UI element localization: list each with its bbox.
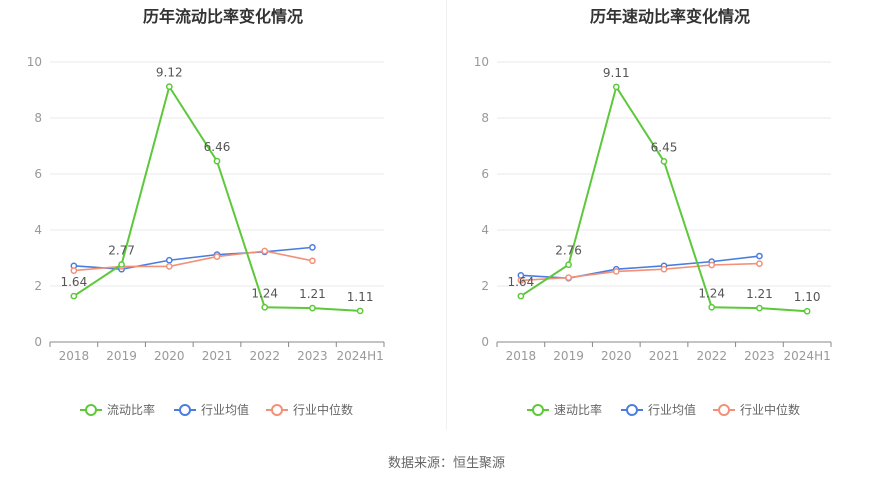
data-point	[165, 256, 173, 264]
data-label: 1.21	[299, 287, 326, 301]
y-tick-label: 0	[34, 335, 42, 349]
x-tick-label: 2022	[696, 349, 727, 363]
data-point	[70, 292, 78, 300]
data-label: 6.45	[651, 140, 678, 154]
data-point	[660, 158, 668, 165]
x-tick-label: 2024H1	[784, 349, 831, 363]
y-tick-label: 4	[481, 223, 489, 237]
data-point	[213, 253, 221, 260]
data-label: 1.64	[507, 275, 534, 289]
x-tick-label: 2018	[506, 349, 537, 363]
series-line	[73, 250, 313, 272]
data-label: 2.76	[555, 244, 582, 258]
current-ratio-chart: 历年流动比率变化情况 0 2 4 6 8 10 2018 2019 2020 2021 2022 20…	[0, 0, 446, 430]
legend-label: 行业中位数	[293, 402, 353, 417]
data-point	[356, 307, 364, 315]
legend-swatch-marker	[179, 404, 191, 416]
data-point	[756, 252, 763, 260]
y-tick-label: 4	[34, 223, 42, 237]
y-tick-label: 2	[34, 279, 42, 293]
y-tick-label: 0	[481, 335, 489, 349]
legend-label: 速动比率	[554, 402, 602, 417]
data-label: 1.10	[794, 290, 821, 304]
data-point	[565, 274, 572, 281]
data-point	[612, 83, 620, 91]
x-tick-label: 2021	[649, 349, 680, 363]
panel-divider	[446, 0, 447, 430]
x-tick-label: 2020	[601, 349, 632, 363]
data-point	[565, 261, 572, 269]
quick-ratio-plot: 0 2 4 6 8 10 2018 2019 2020 2021 2022 2023 2024H1 1.6…	[474, 55, 832, 417]
data-point	[309, 244, 316, 251]
x-tick-label: 2020	[154, 349, 185, 363]
data-label: 1.21	[746, 287, 773, 301]
data-point	[612, 268, 620, 275]
legend-label: 行业中位数	[740, 402, 800, 417]
data-point	[708, 303, 716, 311]
data-label: 1.11	[347, 290, 374, 304]
legend-swatch-marker	[718, 404, 730, 416]
x-tick-label: 2024H1	[337, 349, 384, 363]
series-line	[73, 84, 361, 312]
legend-label: 流动比率	[107, 402, 155, 417]
x-tick-label: 2023	[744, 349, 775, 363]
data-point	[309, 304, 316, 312]
legend-label: 行业均值	[201, 402, 249, 417]
data-label: 1.24	[698, 286, 725, 300]
data-label: 9.12	[156, 66, 183, 80]
data-point	[165, 83, 173, 90]
legend-swatch-marker	[532, 404, 544, 416]
y-tick-label: 10	[474, 55, 489, 69]
chart-title: 历年流动比率变化情况	[142, 7, 303, 26]
y-tick-label: 8	[481, 111, 489, 125]
data-point	[70, 267, 78, 274]
series-line	[520, 255, 760, 279]
legend-swatch-marker	[271, 404, 283, 416]
data-point	[803, 307, 811, 315]
data-label: 1.64	[60, 275, 87, 289]
x-tick-label: 2021	[202, 349, 233, 363]
data-point	[165, 263, 173, 270]
series-line	[520, 262, 760, 282]
x-tick-label: 2019	[106, 349, 137, 363]
data-point	[517, 277, 525, 284]
y-tick-label: 8	[34, 111, 42, 125]
data-point	[756, 260, 763, 267]
x-tick-label: 2018	[59, 349, 90, 363]
legend-swatch-marker	[626, 404, 638, 416]
data-label: 1.24	[251, 286, 278, 300]
y-tick-label: 10	[27, 55, 42, 69]
y-tick-label: 6	[34, 167, 42, 181]
current-ratio-plot: 0 2 4 6 8 10 2018 2019 2020 2021 2022 2023 2024H1 1.6…	[27, 55, 385, 417]
data-label: 6.46	[204, 140, 231, 154]
x-tick-label: 2022	[249, 349, 280, 363]
y-tick-label: 6	[481, 167, 489, 181]
data-point	[517, 292, 525, 300]
data-point	[261, 303, 269, 311]
data-point	[118, 261, 125, 268]
x-tick-label: 2019	[553, 349, 584, 363]
chart-title: 历年速动比率变化情况	[589, 7, 750, 26]
x-tick-label: 2023	[297, 349, 328, 363]
legend-label: 行业均值	[648, 402, 696, 417]
data-point	[708, 261, 716, 269]
data-label: 2.77	[108, 243, 135, 257]
data-point	[309, 257, 316, 265]
legend-swatch-marker	[85, 404, 97, 416]
data-point	[660, 265, 668, 273]
data-point	[756, 304, 763, 312]
y-tick-label: 2	[481, 279, 489, 293]
data-source: 数据来源：恒生聚源	[387, 456, 505, 471]
data-label: 9.11	[603, 66, 630, 80]
quick-ratio-chart: 历年速动比率变化情况 0 2 4 6 8 10 2018 2019 2020 2021 2022 20…	[447, 0, 893, 430]
data-point	[213, 157, 221, 165]
data-point	[261, 247, 269, 255]
